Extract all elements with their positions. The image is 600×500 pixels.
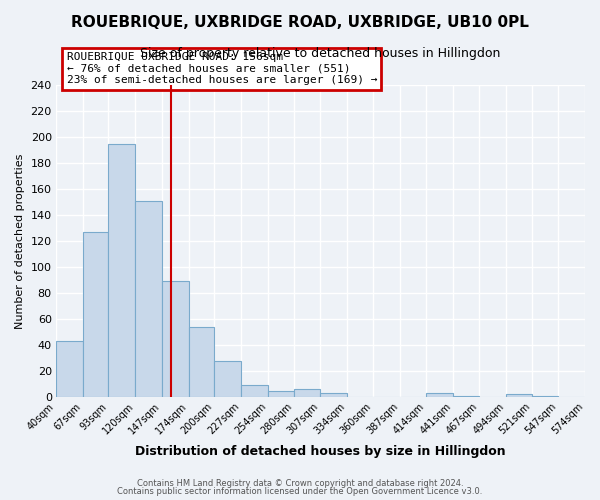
Text: Contains HM Land Registry data © Crown copyright and database right 2024.: Contains HM Land Registry data © Crown c… (137, 478, 463, 488)
Bar (241, 386, 268, 397)
Text: ROUEBRIQUE, UXBRIDGE ROAD, UXBRIDGE, UB10 0PL: ROUEBRIQUE, UXBRIDGE ROAD, UXBRIDGE, UB1… (71, 15, 529, 30)
Text: ROUEBRIQUE UXBRIDGE ROAD: 156sqm
← 76% of detached houses are smaller (551)
23% : ROUEBRIQUE UXBRIDGE ROAD: 156sqm ← 76% o… (67, 52, 377, 86)
Bar (294, 389, 320, 397)
Bar (214, 360, 241, 397)
X-axis label: Distribution of detached houses by size in Hillingdon: Distribution of detached houses by size … (135, 444, 506, 458)
Bar (453, 396, 479, 397)
Bar (109, 144, 135, 397)
Bar (83, 232, 109, 397)
Bar (320, 393, 347, 397)
Bar (189, 327, 214, 397)
Bar (56, 341, 83, 397)
Title: Size of property relative to detached houses in Hillingdon: Size of property relative to detached ho… (140, 48, 500, 60)
Bar (532, 396, 558, 397)
Y-axis label: Number of detached properties: Number of detached properties (15, 154, 25, 329)
Text: Contains public sector information licensed under the Open Government Licence v3: Contains public sector information licen… (118, 487, 482, 496)
Bar (427, 393, 453, 397)
Bar (162, 282, 189, 397)
Bar (268, 390, 294, 397)
Bar (135, 201, 162, 397)
Bar (506, 394, 532, 397)
